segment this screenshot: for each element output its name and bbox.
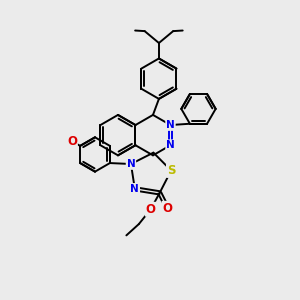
Text: O: O bbox=[146, 203, 156, 216]
Text: O: O bbox=[67, 135, 77, 148]
Text: S: S bbox=[167, 164, 176, 177]
Text: N: N bbox=[130, 184, 139, 194]
Text: N: N bbox=[166, 120, 175, 130]
Text: O: O bbox=[162, 202, 172, 215]
Text: N: N bbox=[166, 140, 175, 150]
Text: N: N bbox=[127, 159, 135, 169]
